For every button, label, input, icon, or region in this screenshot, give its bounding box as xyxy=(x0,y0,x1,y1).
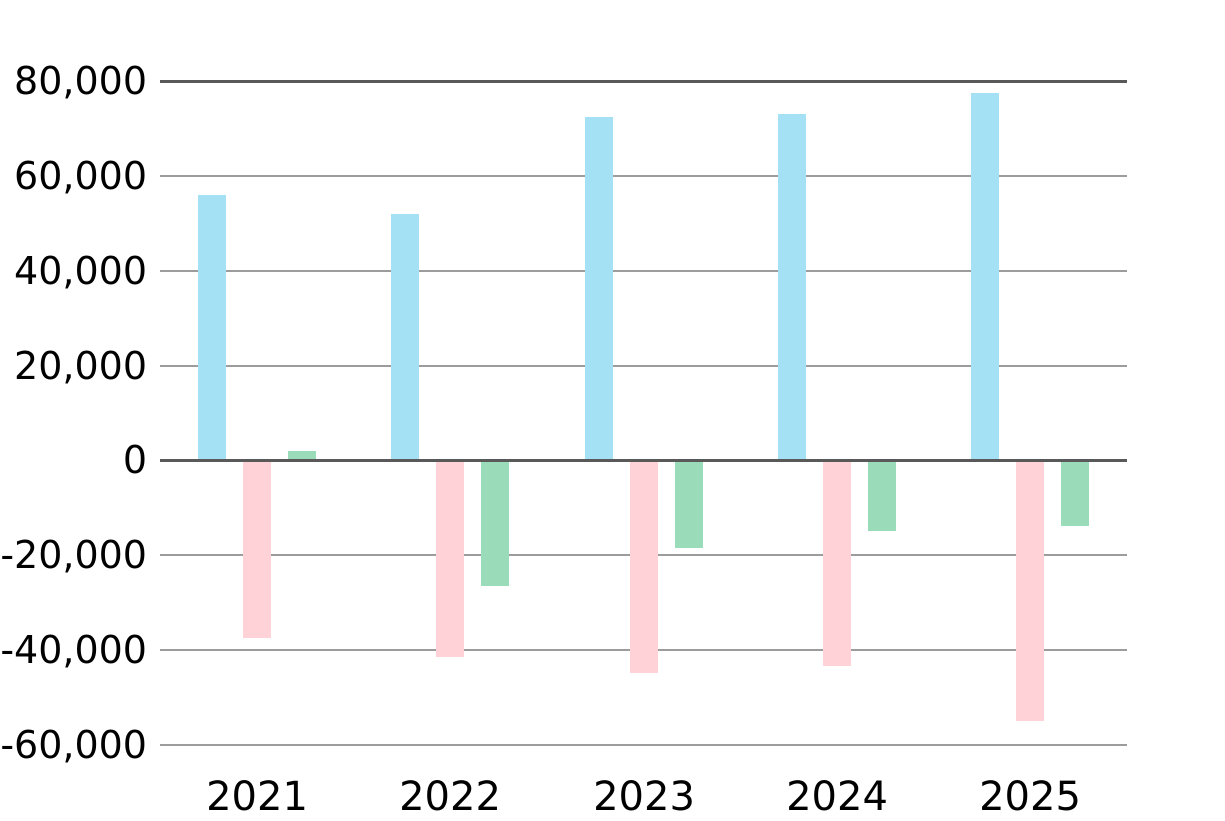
y-tick-label: 80,000 xyxy=(14,59,147,103)
x-tick-label: 2025 xyxy=(979,774,1081,820)
x-tick-label: 2023 xyxy=(593,774,695,820)
bar-green-2025 xyxy=(1061,460,1089,526)
x-tick-label: 2024 xyxy=(786,774,888,820)
bar-pink-2022 xyxy=(436,460,464,657)
x-axis-line xyxy=(160,459,1127,462)
gridline xyxy=(160,365,1127,367)
gridline xyxy=(160,744,1127,746)
gridline xyxy=(160,175,1127,177)
bar-pink-2023 xyxy=(630,460,658,673)
bar-pink-2025 xyxy=(1016,460,1044,721)
y-tick-label: -40,000 xyxy=(0,628,147,672)
y-tick-label: 40,000 xyxy=(14,249,147,293)
y-tick-label: 0 xyxy=(122,438,147,482)
bar-pink-2024 xyxy=(823,460,851,666)
x-tick-label: 2022 xyxy=(399,774,501,820)
bar-green-2024 xyxy=(868,460,896,531)
bar-pink-2021 xyxy=(243,460,271,638)
gridline xyxy=(160,270,1127,272)
y-tick-label: 60,000 xyxy=(14,154,147,198)
bar-blue-2025 xyxy=(971,93,999,461)
bar-blue-2024 xyxy=(778,114,806,460)
bar-green-2022 xyxy=(481,460,509,586)
gridline xyxy=(160,80,1127,83)
bar-green-2021 xyxy=(288,451,316,460)
bar-blue-2022 xyxy=(391,214,419,461)
bar-green-2023 xyxy=(675,460,703,548)
bar-blue-2023 xyxy=(585,117,613,461)
y-tick-label: -60,000 xyxy=(0,723,147,767)
x-tick-label: 2021 xyxy=(206,774,308,820)
y-tick-label: -20,000 xyxy=(0,533,147,577)
y-tick-label: 20,000 xyxy=(14,344,147,388)
bar-blue-2021 xyxy=(198,195,226,461)
